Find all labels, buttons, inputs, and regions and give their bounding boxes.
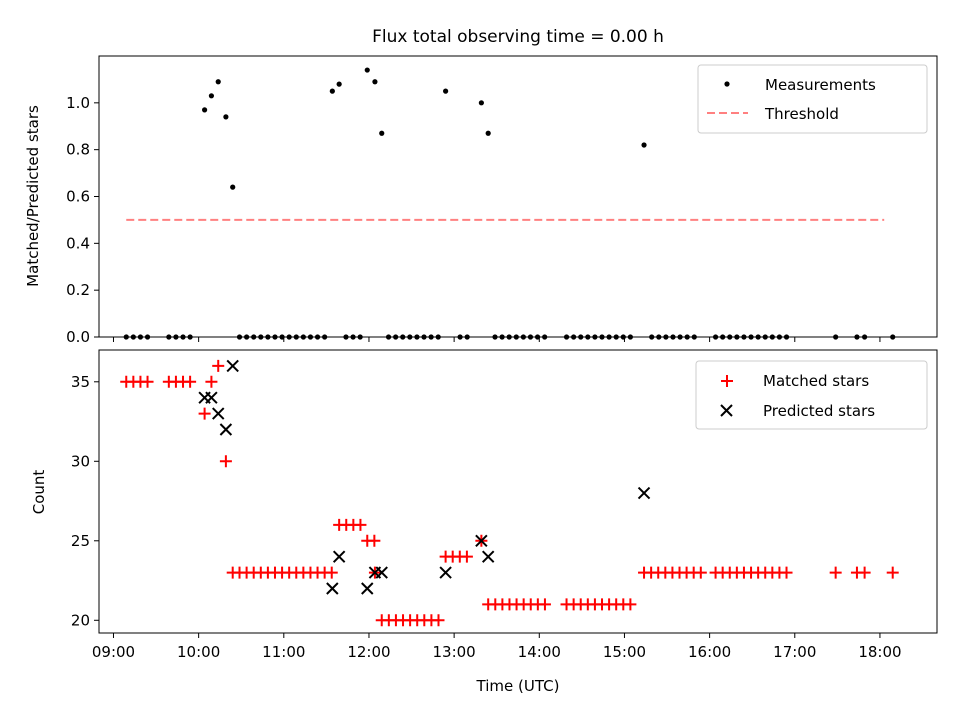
matched-star-marker bbox=[829, 566, 842, 579]
matched-star-marker bbox=[538, 598, 551, 611]
legend-predicted-label: Predicted stars bbox=[763, 402, 875, 420]
top-legend-box bbox=[697, 64, 928, 134]
matched-star-marker bbox=[368, 534, 381, 547]
measurement-point bbox=[336, 81, 342, 87]
top-y-tick-label: 0.6 bbox=[66, 188, 90, 206]
predicted-star-marker bbox=[332, 550, 346, 563]
x-tick-label: 18:00 bbox=[858, 643, 901, 661]
matched-star-marker bbox=[858, 566, 871, 579]
x-tick-label: 11:00 bbox=[262, 643, 305, 661]
matched-star-marker bbox=[205, 375, 218, 388]
matched-star-marker bbox=[212, 359, 225, 372]
matched-star-marker bbox=[354, 518, 367, 531]
x-tick-label: 16:00 bbox=[688, 643, 731, 661]
matched-star-marker bbox=[694, 566, 707, 579]
matched-star-marker bbox=[219, 455, 232, 468]
bottom-y-tick-label: 35 bbox=[71, 373, 90, 391]
matched-star-marker bbox=[886, 566, 899, 579]
x-tick-label: 12:00 bbox=[347, 643, 390, 661]
bottom-y-tick-label: 30 bbox=[71, 452, 90, 470]
bottom-marks bbox=[120, 359, 899, 627]
top-y-tick-label: 0.2 bbox=[66, 281, 90, 299]
top-legend: Measurements Threshold bbox=[697, 64, 928, 134]
predicted-star-marker bbox=[375, 566, 388, 579]
bottom-y-tick-label: 25 bbox=[71, 532, 90, 550]
legend-threshold-label: Threshold bbox=[764, 105, 839, 123]
bottom-x-ticks: 09:00 10:00 11:00 12:00 13:00 14:00 15:00 16:00… bbox=[92, 633, 902, 661]
predicted-star-marker bbox=[212, 407, 225, 420]
x-tick-label: 09:00 bbox=[92, 643, 135, 661]
measurement-point bbox=[202, 107, 208, 113]
matched-star-marker bbox=[460, 550, 473, 563]
measurement-point bbox=[485, 130, 491, 136]
x-tick-label: 17:00 bbox=[773, 643, 816, 661]
top-y-tick-label: 0.0 bbox=[66, 328, 90, 346]
bottom-y-axis-label: Count bbox=[30, 470, 48, 515]
bottom-y-tick-label: 20 bbox=[71, 611, 90, 629]
measurement-point bbox=[215, 79, 221, 85]
top-y-axis-label: Matched/Predicted stars bbox=[24, 105, 42, 287]
measurement-point bbox=[329, 88, 335, 94]
predicted-star-marker bbox=[439, 566, 452, 579]
bottom-panel: 20 25 30 35 09:00 10:00 11:00 12:00 13:00 14:00 1… bbox=[30, 349, 938, 695]
matched-star-marker bbox=[624, 598, 637, 611]
bottom-legend-box bbox=[695, 360, 928, 430]
matched-star-marker bbox=[141, 375, 154, 388]
matched-star-marker bbox=[226, 566, 239, 579]
matched-star-marker bbox=[780, 566, 793, 579]
legend-matched-marker bbox=[721, 375, 733, 387]
x-tick-label: 14:00 bbox=[518, 643, 561, 661]
x-axis-label: Time (UTC) bbox=[476, 677, 560, 695]
measurement-point bbox=[364, 67, 370, 73]
top-x-ticks bbox=[112, 337, 881, 342]
predicted-star-marker bbox=[481, 550, 495, 563]
x-tick-label: 13:00 bbox=[433, 643, 476, 661]
top-y-tick-label: 0.4 bbox=[66, 234, 90, 252]
measurement-point bbox=[372, 79, 378, 85]
predicted-star-marker bbox=[226, 359, 239, 373]
measurement-point bbox=[230, 184, 236, 190]
predicted-star-marker bbox=[219, 423, 233, 436]
bottom-legend: Matched stars Predicted stars bbox=[695, 360, 928, 430]
measurement-point bbox=[223, 114, 229, 120]
legend-measurements-label: Measurements bbox=[765, 76, 876, 94]
legend-predicted-marker bbox=[720, 404, 733, 417]
x-tick-label: 10:00 bbox=[177, 643, 220, 661]
predicted-star-marker bbox=[326, 582, 339, 595]
measurement-point bbox=[641, 142, 647, 148]
top-y-ticks: 0.0 0.2 0.4 0.6 0.8 1.0 bbox=[66, 94, 99, 346]
matched-star-marker bbox=[325, 566, 338, 579]
predicted-star-marker bbox=[475, 534, 488, 547]
measurement-point bbox=[443, 88, 449, 94]
measurement-point bbox=[208, 93, 215, 99]
matched-star-marker bbox=[198, 407, 211, 420]
bottom-axes-frame bbox=[98, 349, 938, 634]
measurement-point bbox=[478, 100, 484, 106]
matched-star-marker bbox=[184, 375, 197, 388]
chart-title: Flux total observing time = 0.00 h bbox=[372, 27, 664, 47]
legend-measurement-marker bbox=[724, 81, 730, 87]
matched-star-marker bbox=[432, 614, 445, 627]
top-y-tick-label: 1.0 bbox=[66, 94, 90, 112]
x-tick-label: 15:00 bbox=[603, 643, 646, 661]
predicted-star-marker bbox=[637, 486, 651, 500]
top-panel: 0.0 0.2 0.4 0.6 0.8 1.0 Matched/Predicted sta… bbox=[24, 55, 938, 346]
predicted-star-marker bbox=[361, 582, 374, 595]
top-y-tick-label: 0.8 bbox=[66, 141, 90, 159]
legend-matched-label: Matched stars bbox=[763, 372, 869, 390]
measurement-point bbox=[379, 130, 385, 136]
bottom-y-ticks: 20 25 30 35 bbox=[71, 373, 99, 629]
predicted-star-marker bbox=[205, 391, 218, 404]
